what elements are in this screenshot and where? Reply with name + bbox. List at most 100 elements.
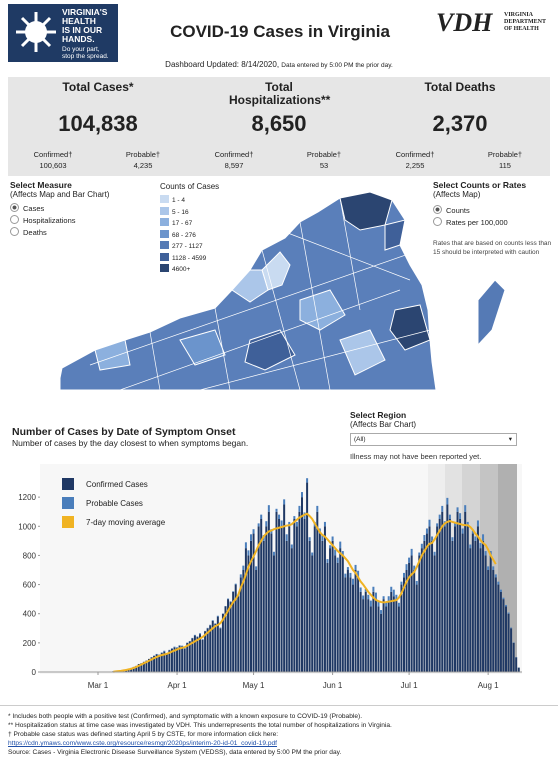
bar — [318, 533, 321, 672]
bar — [374, 592, 377, 600]
bar — [392, 596, 395, 672]
radio-option[interactable]: Hospitalizations — [10, 215, 109, 227]
bar — [257, 523, 260, 527]
update-note: Data entered by 5:00 PM the prior day. — [281, 62, 393, 69]
bar — [400, 581, 403, 585]
bar — [301, 492, 303, 498]
footnote-link[interactable]: https://cdn.ymaws.com/www.cste.org/resou… — [8, 740, 277, 747]
bar — [278, 519, 281, 672]
bar — [418, 552, 421, 556]
legend-bin: 4600+ — [160, 264, 220, 276]
bar — [482, 540, 485, 672]
bar — [420, 543, 423, 549]
bar — [346, 570, 349, 672]
agency-line: OF HEALTH — [504, 26, 539, 32]
x-tick-label: Jul 1 — [401, 681, 418, 690]
bar — [130, 667, 133, 672]
bar — [441, 511, 444, 672]
radio-button[interactable] — [433, 217, 442, 226]
bar — [382, 599, 385, 672]
bar — [377, 602, 380, 607]
region-control: Select Region (Affects Bar Chart) (All) ▾… — [350, 410, 550, 461]
bar — [293, 516, 296, 519]
bar — [510, 628, 513, 672]
legend-swatch — [160, 195, 169, 203]
bar — [377, 606, 380, 672]
bar — [474, 536, 477, 541]
kpi-title: Total Hospitalizations** — [229, 80, 331, 107]
bar — [183, 648, 186, 672]
radio-button[interactable] — [10, 215, 19, 224]
bar — [247, 550, 250, 556]
region-dropdown[interactable]: (All) ▾ — [350, 433, 517, 446]
bar — [446, 497, 449, 505]
breakdown-label: Probable† — [306, 150, 342, 159]
radio-button[interactable] — [10, 203, 19, 212]
kpi-title: Total Deaths — [424, 80, 496, 94]
kpi-breakdown: Confirmed† 8,597 — [189, 149, 279, 171]
bar — [311, 552, 314, 556]
radio-label: Hospitalizations — [23, 216, 76, 225]
y-tick-label: 1000 — [18, 522, 36, 531]
y-tick-label: 600 — [23, 581, 37, 590]
bar — [451, 537, 454, 541]
chart-header: Number of Cases by Date of Symptom Onset… — [12, 426, 248, 448]
logo-title: VIRGINIA'S HEALTH IS IN OUR HANDS. — [62, 8, 107, 44]
bar — [272, 551, 275, 556]
bar — [505, 604, 507, 607]
bar — [459, 513, 462, 519]
bar — [479, 548, 482, 672]
legend-label: Confirmed Cases — [86, 480, 148, 489]
radio-option[interactable]: Rates per 100,000 — [433, 217, 553, 229]
bar — [255, 566, 258, 570]
footnote: * Includes both people with a positive t… — [8, 713, 363, 720]
bar — [234, 584, 237, 672]
bar — [341, 551, 344, 556]
bar — [354, 570, 357, 672]
bar — [221, 613, 224, 672]
x-tick-label: Jun 1 — [323, 681, 343, 690]
bar — [163, 650, 166, 652]
bar — [423, 540, 426, 672]
bar — [216, 616, 219, 672]
bar — [178, 645, 181, 672]
bar — [367, 599, 370, 672]
bar — [326, 559, 329, 563]
bar — [244, 542, 247, 549]
legend-bin: 1 - 4 — [160, 195, 220, 207]
bar — [155, 654, 158, 672]
radio-option[interactable]: Counts — [433, 205, 553, 217]
bar — [428, 526, 431, 672]
bar — [311, 555, 314, 672]
bar — [372, 591, 375, 672]
bar — [308, 540, 311, 672]
bar — [464, 505, 467, 512]
bar — [405, 570, 408, 672]
bar — [237, 596, 240, 672]
bar — [395, 599, 398, 672]
bar — [341, 555, 344, 672]
virus-icon — [16, 12, 56, 52]
radio-option[interactable]: Deaths — [10, 227, 109, 239]
bar — [461, 528, 464, 534]
breakdown-value: 115 — [499, 161, 511, 170]
radio-option[interactable]: Cases — [10, 203, 109, 215]
bar — [163, 651, 166, 672]
radio-button[interactable] — [433, 205, 442, 214]
bar — [265, 521, 268, 527]
bar — [448, 519, 451, 672]
bar — [326, 562, 329, 672]
bar — [499, 589, 502, 592]
bar — [507, 612, 510, 614]
bar — [433, 555, 436, 672]
radio-label: Counts — [446, 206, 470, 215]
bar — [354, 564, 357, 570]
bar — [425, 528, 428, 534]
bar — [196, 636, 199, 638]
radio-label: Rates per 100,000 — [446, 218, 508, 227]
legend-swatch — [160, 229, 169, 238]
bar — [334, 549, 337, 556]
control-title: Select Region — [350, 410, 407, 420]
radio-button[interactable] — [10, 227, 19, 236]
bar — [431, 536, 434, 541]
